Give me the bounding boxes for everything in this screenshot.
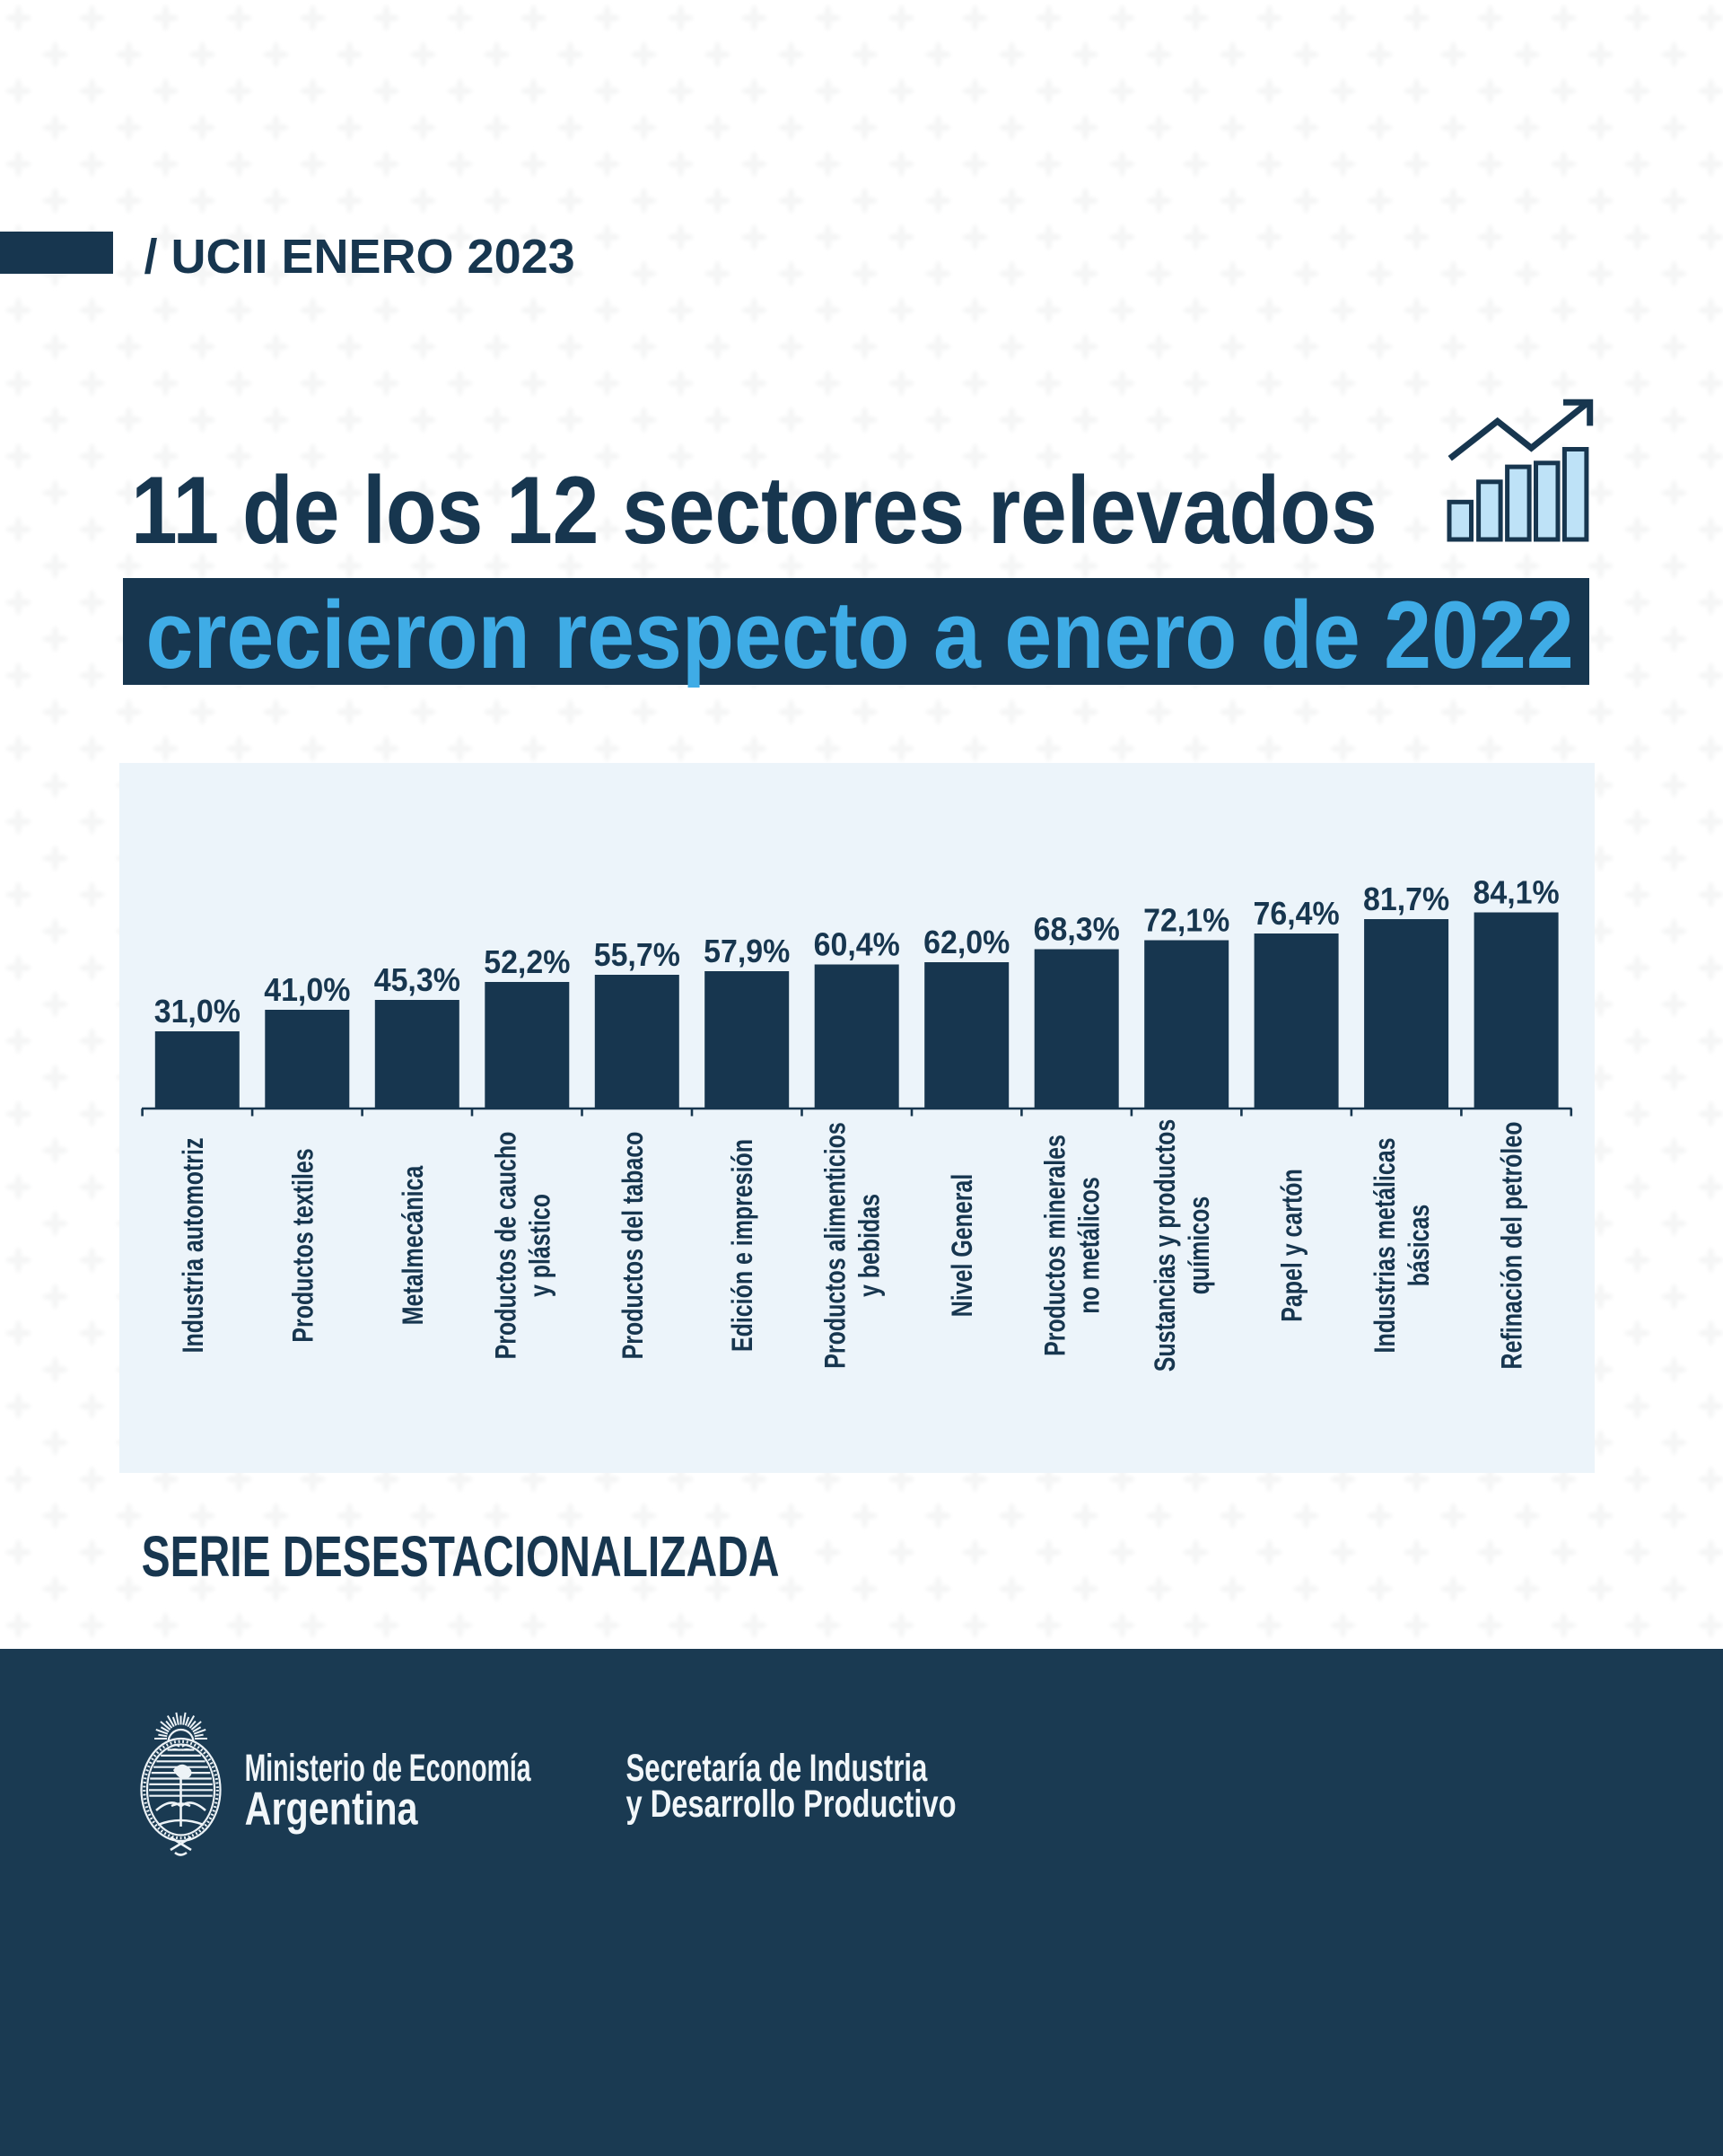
svg-text:52,2%: 52,2% — [484, 944, 570, 980]
svg-text:62,0%: 62,0% — [923, 925, 1010, 960]
svg-text:básicas: básicas — [1404, 1205, 1436, 1287]
svg-text:Industria automotriz: Industria automotriz — [178, 1138, 210, 1354]
svg-text:Refinación del petróleo: Refinación del petróleo — [1497, 1122, 1529, 1370]
svg-text:55,7%: 55,7% — [594, 937, 680, 973]
svg-text:químicos: químicos — [1184, 1196, 1216, 1295]
svg-text:11 de los 12 sectores relevado: 11 de los 12 sectores relevados — [131, 457, 1378, 565]
svg-text:84,1%: 84,1% — [1473, 874, 1559, 910]
svg-text:41,0%: 41,0% — [264, 972, 350, 1008]
svg-text:Productos minerales: Productos minerales — [1040, 1135, 1072, 1356]
svg-text:81,7%: 81,7% — [1363, 881, 1449, 917]
svg-text:no metálicos: no metálicos — [1074, 1177, 1106, 1314]
svg-text:Productos textiles: Productos textiles — [287, 1148, 319, 1342]
svg-text:57,9%: 57,9% — [704, 933, 790, 969]
svg-text:Nivel General: Nivel General — [947, 1174, 979, 1317]
svg-text:/ UCII ENERO 2023: / UCII ENERO 2023 — [144, 230, 575, 284]
svg-text:Productos de caucho: Productos de caucho — [490, 1132, 522, 1360]
svg-text:Metalmecánica: Metalmecánica — [398, 1165, 430, 1325]
svg-text:Edición e impresión: Edición e impresión — [727, 1139, 759, 1352]
svg-text:y bebidas: y bebidas — [854, 1194, 887, 1297]
svg-text:76,4%: 76,4% — [1253, 896, 1339, 932]
svg-text:Productos del tabaco: Productos del tabaco — [617, 1132, 650, 1360]
svg-text:31,0%: 31,0% — [154, 994, 241, 1030]
svg-text:y Desarrollo Productivo: y Desarrollo Productivo — [626, 1784, 957, 1826]
svg-text:Industrias metálicas: Industrias metálicas — [1369, 1138, 1402, 1354]
svg-text:60,4%: 60,4% — [814, 926, 900, 962]
svg-text:crecieron respecto a enero de: crecieron respecto a enero de 2022 — [146, 582, 1574, 688]
svg-text:Ministerio de Economía: Ministerio de Economía — [245, 1746, 532, 1789]
svg-text:Argentina: Argentina — [245, 1783, 419, 1834]
svg-text:y plástico: y plástico — [524, 1194, 556, 1297]
svg-text:SERIE DESESTACIONALIZADA: SERIE DESESTACIONALIZADA — [142, 1524, 780, 1588]
svg-text:Secretaría de Industria: Secretaría de Industria — [626, 1746, 928, 1789]
svg-text:Productos alimenticios: Productos alimenticios — [820, 1122, 853, 1369]
svg-text:45,3%: 45,3% — [374, 962, 460, 998]
svg-text:72,1%: 72,1% — [1143, 902, 1229, 938]
svg-text:Papel y cartón: Papel y cartón — [1277, 1169, 1309, 1322]
svg-text:68,3%: 68,3% — [1034, 911, 1120, 947]
svg-text:Sustancias y productos: Sustancias y productos — [1150, 1119, 1182, 1372]
